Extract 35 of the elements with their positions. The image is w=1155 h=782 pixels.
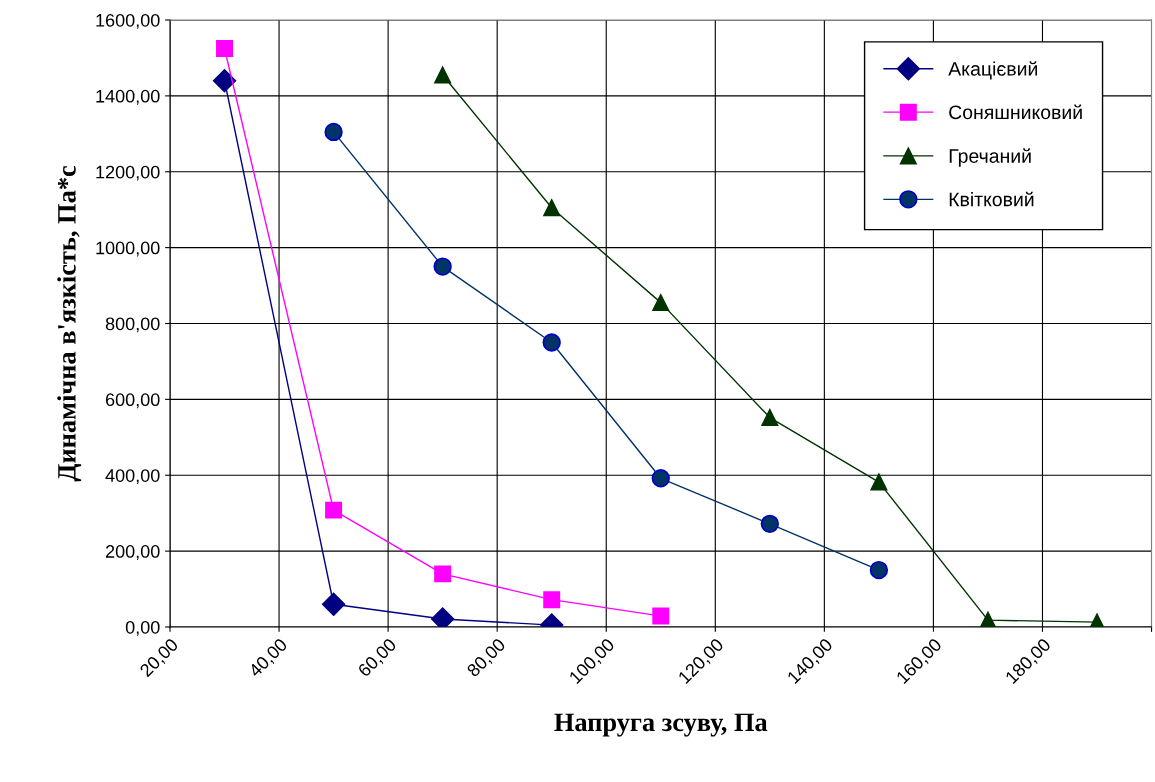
y-tick-label: 400,00 <box>105 469 160 485</box>
y-tick-label: 200,00 <box>105 545 160 560</box>
point <box>431 607 455 627</box>
y-tick-label: 1600,00 <box>96 13 160 29</box>
x-axis-title: Напруга зсуву, Па <box>554 713 768 737</box>
point <box>542 333 561 352</box>
point <box>869 560 889 580</box>
point <box>651 469 670 488</box>
point <box>543 199 561 217</box>
point <box>433 257 452 276</box>
point <box>216 39 234 57</box>
point <box>325 501 343 519</box>
y-tick-label: 800,00 <box>105 317 160 333</box>
y-tick-label: 1000,00 <box>96 241 160 257</box>
point <box>979 611 997 627</box>
y-tick-label: 1400,00 <box>96 89 160 105</box>
point <box>434 66 452 84</box>
legend-label: Акацієвий <box>948 61 1038 80</box>
y-tick-label: 0,00 <box>125 620 160 636</box>
point <box>760 514 779 533</box>
y-tick-label: 600,00 <box>105 393 160 409</box>
point <box>870 473 888 491</box>
legend-label: Соняшниковий <box>949 104 1082 120</box>
point <box>324 122 343 142</box>
point <box>212 69 237 93</box>
legend-label: Квітковий <box>949 191 1034 207</box>
point <box>321 592 346 616</box>
point <box>543 591 561 609</box>
point <box>434 565 452 583</box>
point <box>761 409 779 427</box>
y-axis-title: Динамічна в'язкість, Па*с <box>57 165 82 482</box>
y-tick-label: 1200,00 <box>96 165 160 181</box>
point <box>652 607 670 625</box>
point <box>652 294 670 312</box>
legend-label: Гречаний <box>949 148 1031 167</box>
